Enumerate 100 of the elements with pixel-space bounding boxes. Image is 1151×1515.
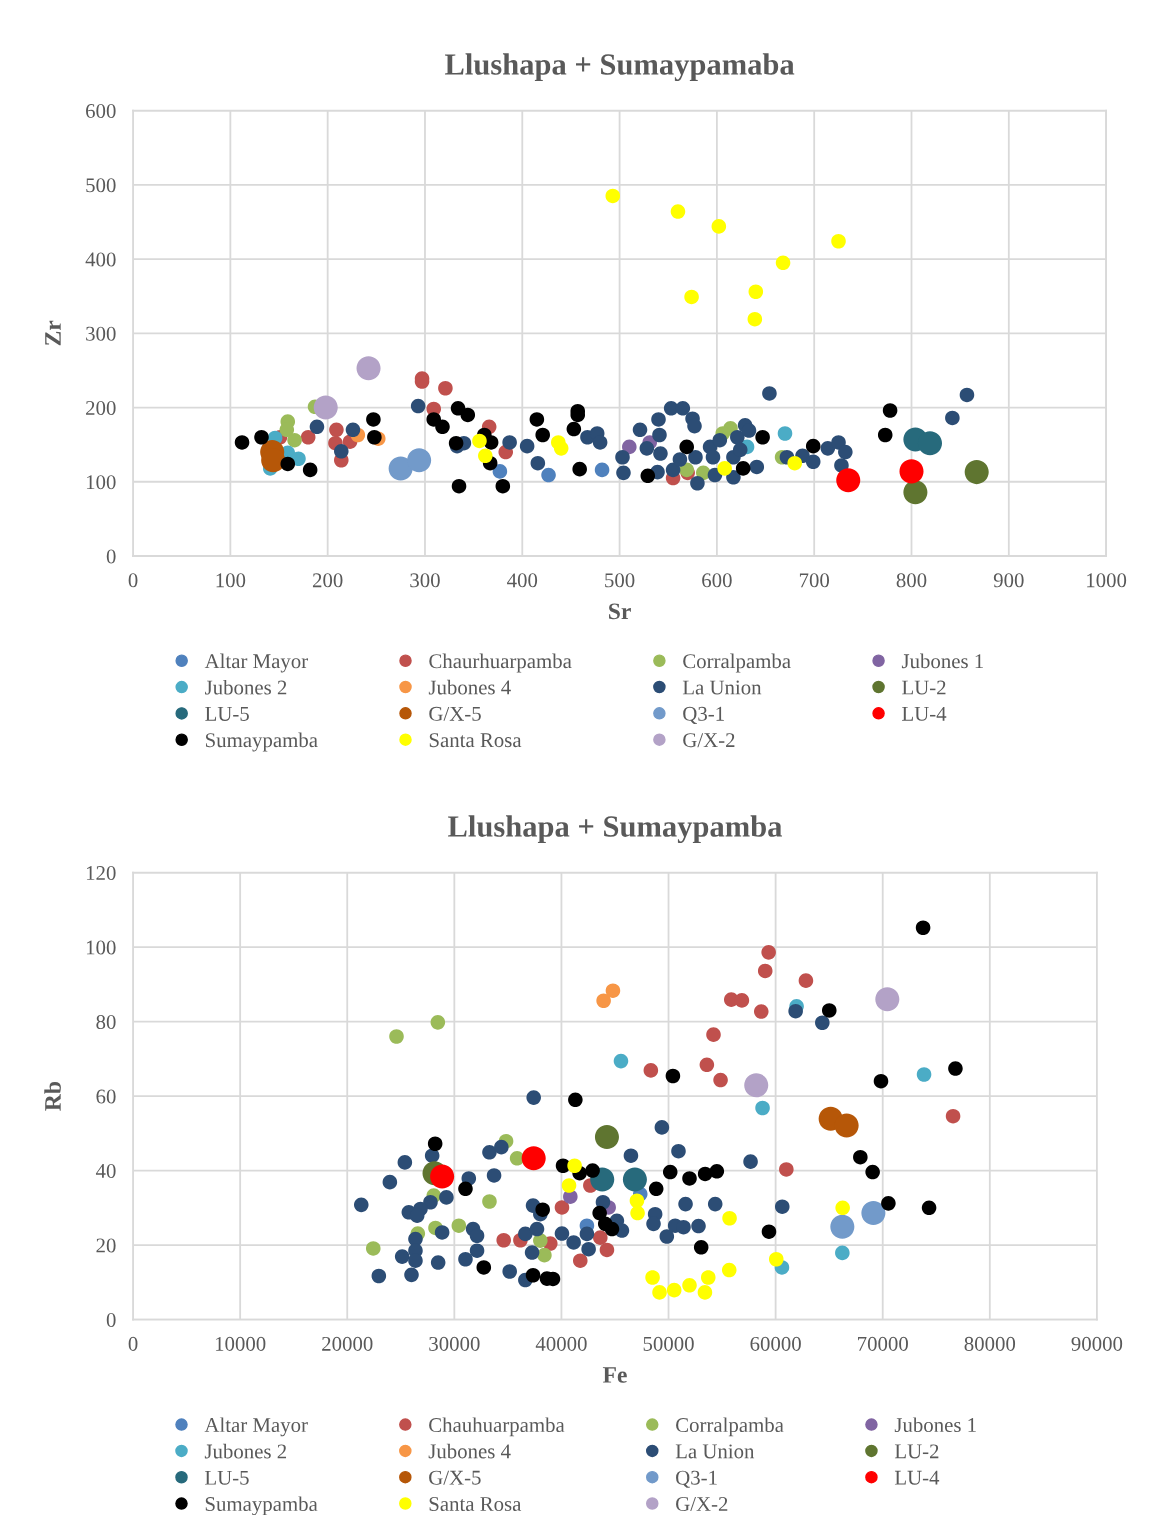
point xyxy=(651,412,666,427)
legend-label: Jubones 4 xyxy=(428,679,511,695)
point xyxy=(615,449,630,465)
y-tick-label: 40 xyxy=(95,1163,116,1179)
point xyxy=(645,1270,660,1285)
x-tick-label: 100 xyxy=(216,573,246,588)
point xyxy=(709,1164,725,1179)
point xyxy=(592,1205,607,1221)
point xyxy=(678,1196,693,1212)
point xyxy=(561,1178,577,1193)
point xyxy=(604,1221,620,1237)
y-tick-label: 0 xyxy=(106,1312,116,1327)
y-tick-label: 20 xyxy=(96,1238,116,1253)
legend-label: Jubones 2 xyxy=(205,679,287,695)
point xyxy=(460,407,476,423)
point xyxy=(899,459,924,484)
point xyxy=(712,432,728,448)
point xyxy=(526,1090,541,1105)
point xyxy=(345,422,361,438)
point xyxy=(430,1164,455,1189)
point xyxy=(830,1214,855,1239)
point xyxy=(721,1262,737,1278)
point xyxy=(435,419,450,435)
chart-title: Llushapa + Sumaypamaba xyxy=(444,53,795,82)
point xyxy=(671,1143,686,1159)
x-tick-label: 70000 xyxy=(858,1336,908,1351)
point xyxy=(254,429,269,445)
point xyxy=(877,427,893,443)
point xyxy=(921,1200,937,1216)
point xyxy=(616,465,631,481)
y-tick-label: 80 xyxy=(96,1014,116,1030)
point xyxy=(537,1247,552,1263)
point xyxy=(815,1015,830,1031)
point xyxy=(653,446,668,461)
point xyxy=(917,431,943,456)
point xyxy=(407,448,432,473)
x-tick-label: 60000 xyxy=(750,1336,801,1351)
point xyxy=(613,1053,629,1069)
point xyxy=(599,1242,615,1258)
point xyxy=(640,468,656,484)
point xyxy=(525,1267,541,1283)
point xyxy=(646,1216,661,1232)
point xyxy=(404,1267,419,1283)
point xyxy=(836,468,861,493)
point xyxy=(875,987,900,1012)
legend-label: LU-2 xyxy=(894,1444,939,1459)
point xyxy=(798,973,814,988)
x-tick-label: 600 xyxy=(702,573,732,588)
legend-label: G/X-2 xyxy=(676,1497,728,1512)
point xyxy=(594,1125,619,1150)
point xyxy=(820,441,836,456)
point xyxy=(881,1196,896,1211)
point xyxy=(366,412,381,427)
point xyxy=(554,1200,570,1215)
point xyxy=(408,1253,423,1268)
point xyxy=(672,452,688,467)
point xyxy=(915,920,931,936)
x-tick-label: 900 xyxy=(993,573,1024,588)
legend-label: G/X-5 xyxy=(429,1470,481,1485)
point xyxy=(648,1181,664,1197)
x-tick-label: 700 xyxy=(799,573,830,588)
point xyxy=(554,1226,570,1241)
point xyxy=(805,454,821,470)
y-tick-label: 100 xyxy=(86,475,116,490)
legend-label: Jubones 1 xyxy=(894,1417,976,1433)
point xyxy=(568,1092,583,1108)
legend-label: Corralpamba xyxy=(683,653,791,673)
point xyxy=(690,475,705,491)
point xyxy=(761,1224,777,1239)
point xyxy=(777,426,793,441)
legend-label: Sumaypamba xyxy=(205,1496,318,1515)
point xyxy=(679,439,695,455)
point xyxy=(654,1120,670,1135)
y-tick-label: 400 xyxy=(85,252,116,267)
point xyxy=(451,1218,467,1233)
point xyxy=(682,1171,697,1186)
point xyxy=(744,1073,769,1098)
point xyxy=(356,356,381,381)
point xyxy=(652,427,667,443)
point xyxy=(666,1282,682,1298)
point xyxy=(757,963,773,979)
point xyxy=(665,1068,681,1084)
point xyxy=(309,419,325,435)
legend-label: LU-2 xyxy=(902,680,946,695)
legend-label: LU-4 xyxy=(902,706,947,721)
point xyxy=(717,461,732,476)
point xyxy=(430,1255,446,1270)
point xyxy=(397,1155,413,1170)
point xyxy=(730,429,745,445)
point xyxy=(300,429,316,445)
point xyxy=(722,1210,737,1226)
point xyxy=(747,311,763,327)
point xyxy=(755,429,770,445)
x-tick-label: 80000 xyxy=(964,1336,1016,1351)
point xyxy=(353,1197,369,1213)
point xyxy=(519,438,535,454)
point xyxy=(948,1061,963,1076)
point xyxy=(788,1003,803,1019)
x-tick-label: 800 xyxy=(896,573,927,588)
chart-title: Llushapa + Sumaypamba xyxy=(448,815,783,844)
